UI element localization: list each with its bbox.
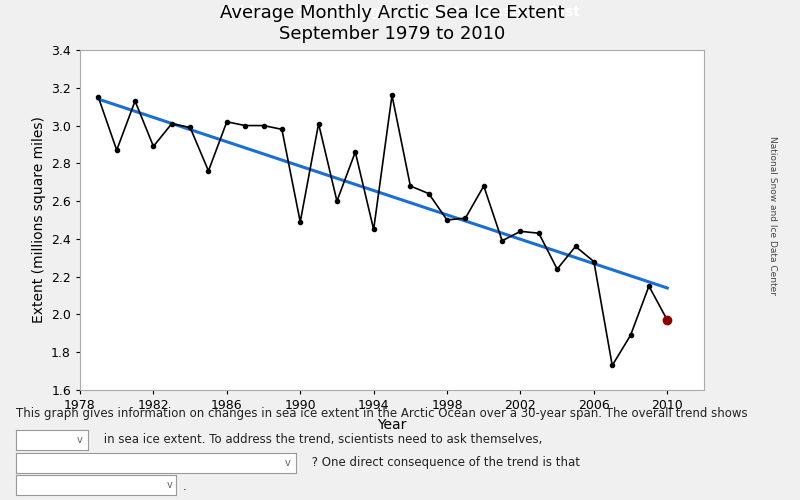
Y-axis label: Extent (millions square miles): Extent (millions square miles): [31, 116, 46, 324]
Text: in sea ice extent. To address the trend, scientists need to ask themselves,: in sea ice extent. To address the trend,…: [100, 432, 542, 446]
Text: This graph gives information on changes in sea ice extent in the Arctic Ocean ov: This graph gives information on changes …: [16, 408, 748, 420]
Text: .: .: [182, 480, 186, 492]
Text: ? One direct consequence of the trend is that: ? One direct consequence of the trend is…: [308, 456, 580, 469]
Text: v: v: [285, 458, 290, 468]
Text: Evidence of a Changing Climate: Mastery Test: Evidence of a Changing Climate: Mastery …: [221, 5, 579, 19]
Text: v: v: [77, 435, 82, 445]
Text: v: v: [167, 480, 173, 490]
Title: Average Monthly Arctic Sea Ice Extent
September 1979 to 2010: Average Monthly Arctic Sea Ice Extent Se…: [220, 4, 564, 43]
Text: National Snow and Ice Data Center: National Snow and Ice Data Center: [767, 136, 777, 294]
X-axis label: Year: Year: [378, 418, 406, 432]
